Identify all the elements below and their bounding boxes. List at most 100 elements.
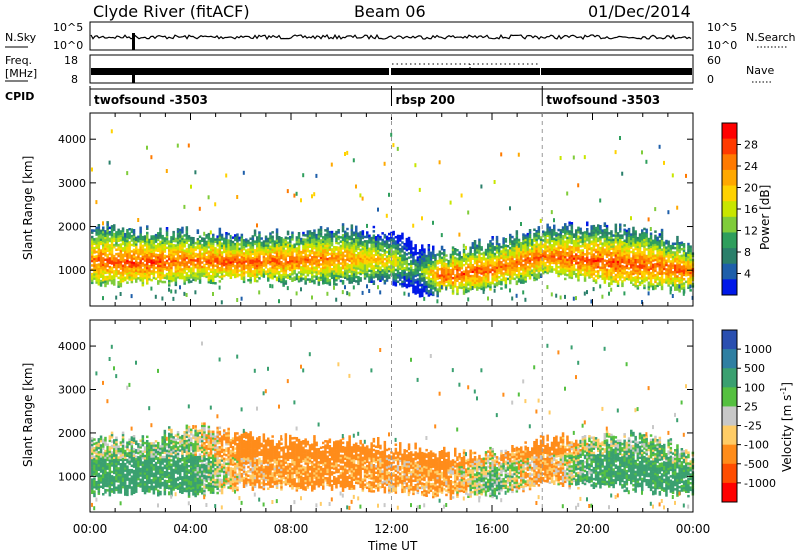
power-cell [287,231,290,234]
power-cell [491,278,494,281]
power-cell [113,281,116,284]
power-cell [359,236,362,239]
power-cell [120,265,123,268]
power-cell [381,274,384,277]
power-cell [210,242,213,245]
power-cell [593,227,596,230]
power-cell [579,256,582,259]
power-cell [412,252,415,255]
power-cell [188,259,191,262]
power-cell [359,273,362,276]
power-cell [172,253,175,256]
power-cell [150,240,153,243]
power-cell [131,250,134,253]
power-cell [254,256,256,259]
power-cell [113,237,116,240]
power-cell [346,276,349,279]
power-cell [126,271,129,274]
power-cell [595,266,598,269]
power-cell [172,251,175,254]
power-cell [331,253,334,256]
power-cell [364,277,367,280]
power-cell [608,237,611,240]
power-cell [428,294,431,297]
power-cell [461,271,464,274]
power-cell [282,282,285,285]
power-cell [139,231,142,234]
power-cell [626,273,629,276]
power-cell [483,267,486,270]
power-cell [621,282,624,285]
power-cell [243,272,246,275]
power-cell [212,277,215,280]
power-sparse-cell [302,173,304,177]
power-cell [170,247,173,250]
power-cell [104,265,107,268]
power-cell [538,265,541,268]
power-cell [170,243,173,246]
power-cell [597,270,600,273]
power-cell [496,262,499,265]
power-cell [384,262,387,265]
power-cell [373,245,376,248]
power-cell [599,251,602,254]
power-cell [505,269,508,272]
power-cell [296,252,299,255]
power-cell [234,269,237,272]
cpid-segment-label: twofsound -3503 [94,93,208,107]
power-cell [590,227,593,230]
power-cell [467,257,470,260]
power-cell [238,259,241,262]
power-cell [137,268,140,271]
power-cell [469,247,472,250]
power-cell [604,253,607,256]
power-cell [186,257,189,260]
power-cell [445,270,448,273]
power-cell [505,262,508,265]
power-cell [197,258,200,261]
power-cell [564,243,567,246]
power-cell [562,266,565,269]
power-cell [296,238,299,241]
power-cell [379,273,382,276]
power-cell [601,271,604,274]
power-cell [542,261,545,264]
power-cell [399,276,402,279]
power-cell [344,248,347,251]
power-cell [168,245,171,248]
power-cell [168,280,171,283]
power-cell [353,232,356,235]
power-cell [544,240,547,243]
power-cell [227,272,230,275]
power-cell [461,274,464,277]
power-cell [392,240,395,243]
power-cell [582,273,585,276]
power-cell [280,250,283,253]
power-cell [329,253,332,256]
power-cell [115,264,118,267]
power-cell [287,244,290,247]
power-cell [146,236,149,239]
power-cell [553,268,556,271]
power-cell [177,254,180,256]
power-cell [597,253,600,256]
power-cell [318,259,321,262]
power-cell [505,251,508,254]
power-cell [179,235,182,238]
power-cell [582,260,585,263]
power-cell [549,240,552,243]
power-cell [478,239,481,242]
power-cell [535,237,538,240]
power-cell [344,250,347,253]
power-cell [617,254,620,257]
power-cell [478,276,481,279]
power-cell [230,253,233,256]
power-cell [410,241,413,244]
power-cell [619,254,622,257]
power-cell [351,279,354,282]
power-cell [573,255,576,258]
power-cell [408,272,411,275]
power-cell [630,277,633,280]
power-cell [593,247,596,250]
power-cell [161,252,164,255]
